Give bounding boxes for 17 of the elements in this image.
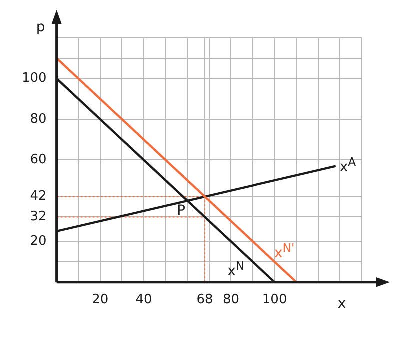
annotation: P — [177, 202, 186, 219]
y-tick-label: 20 — [30, 234, 47, 250]
y-tick-label: 80 — [30, 112, 47, 127]
x-tick-label: 80 — [222, 292, 240, 308]
x-tick-label: 40 — [136, 292, 152, 308]
y-tick-label: 32 — [30, 210, 47, 225]
y-axis-title: p — [36, 20, 46, 36]
x-tick-label: 68 — [196, 292, 214, 308]
series-label: x$^{N}$ — [228, 258, 245, 280]
y-tick-label: 60 — [30, 152, 47, 168]
x-tick-label: 20 — [92, 292, 109, 308]
series-label: x$^{A}$ — [340, 154, 356, 176]
y-tick-label: 42 — [30, 189, 47, 204]
x-axis-title: x — [338, 296, 346, 312]
series-label: x$^{N'}$ — [274, 240, 295, 262]
x-tick-label: 100 — [262, 292, 288, 308]
y-tick-label: 100 — [22, 71, 47, 86]
